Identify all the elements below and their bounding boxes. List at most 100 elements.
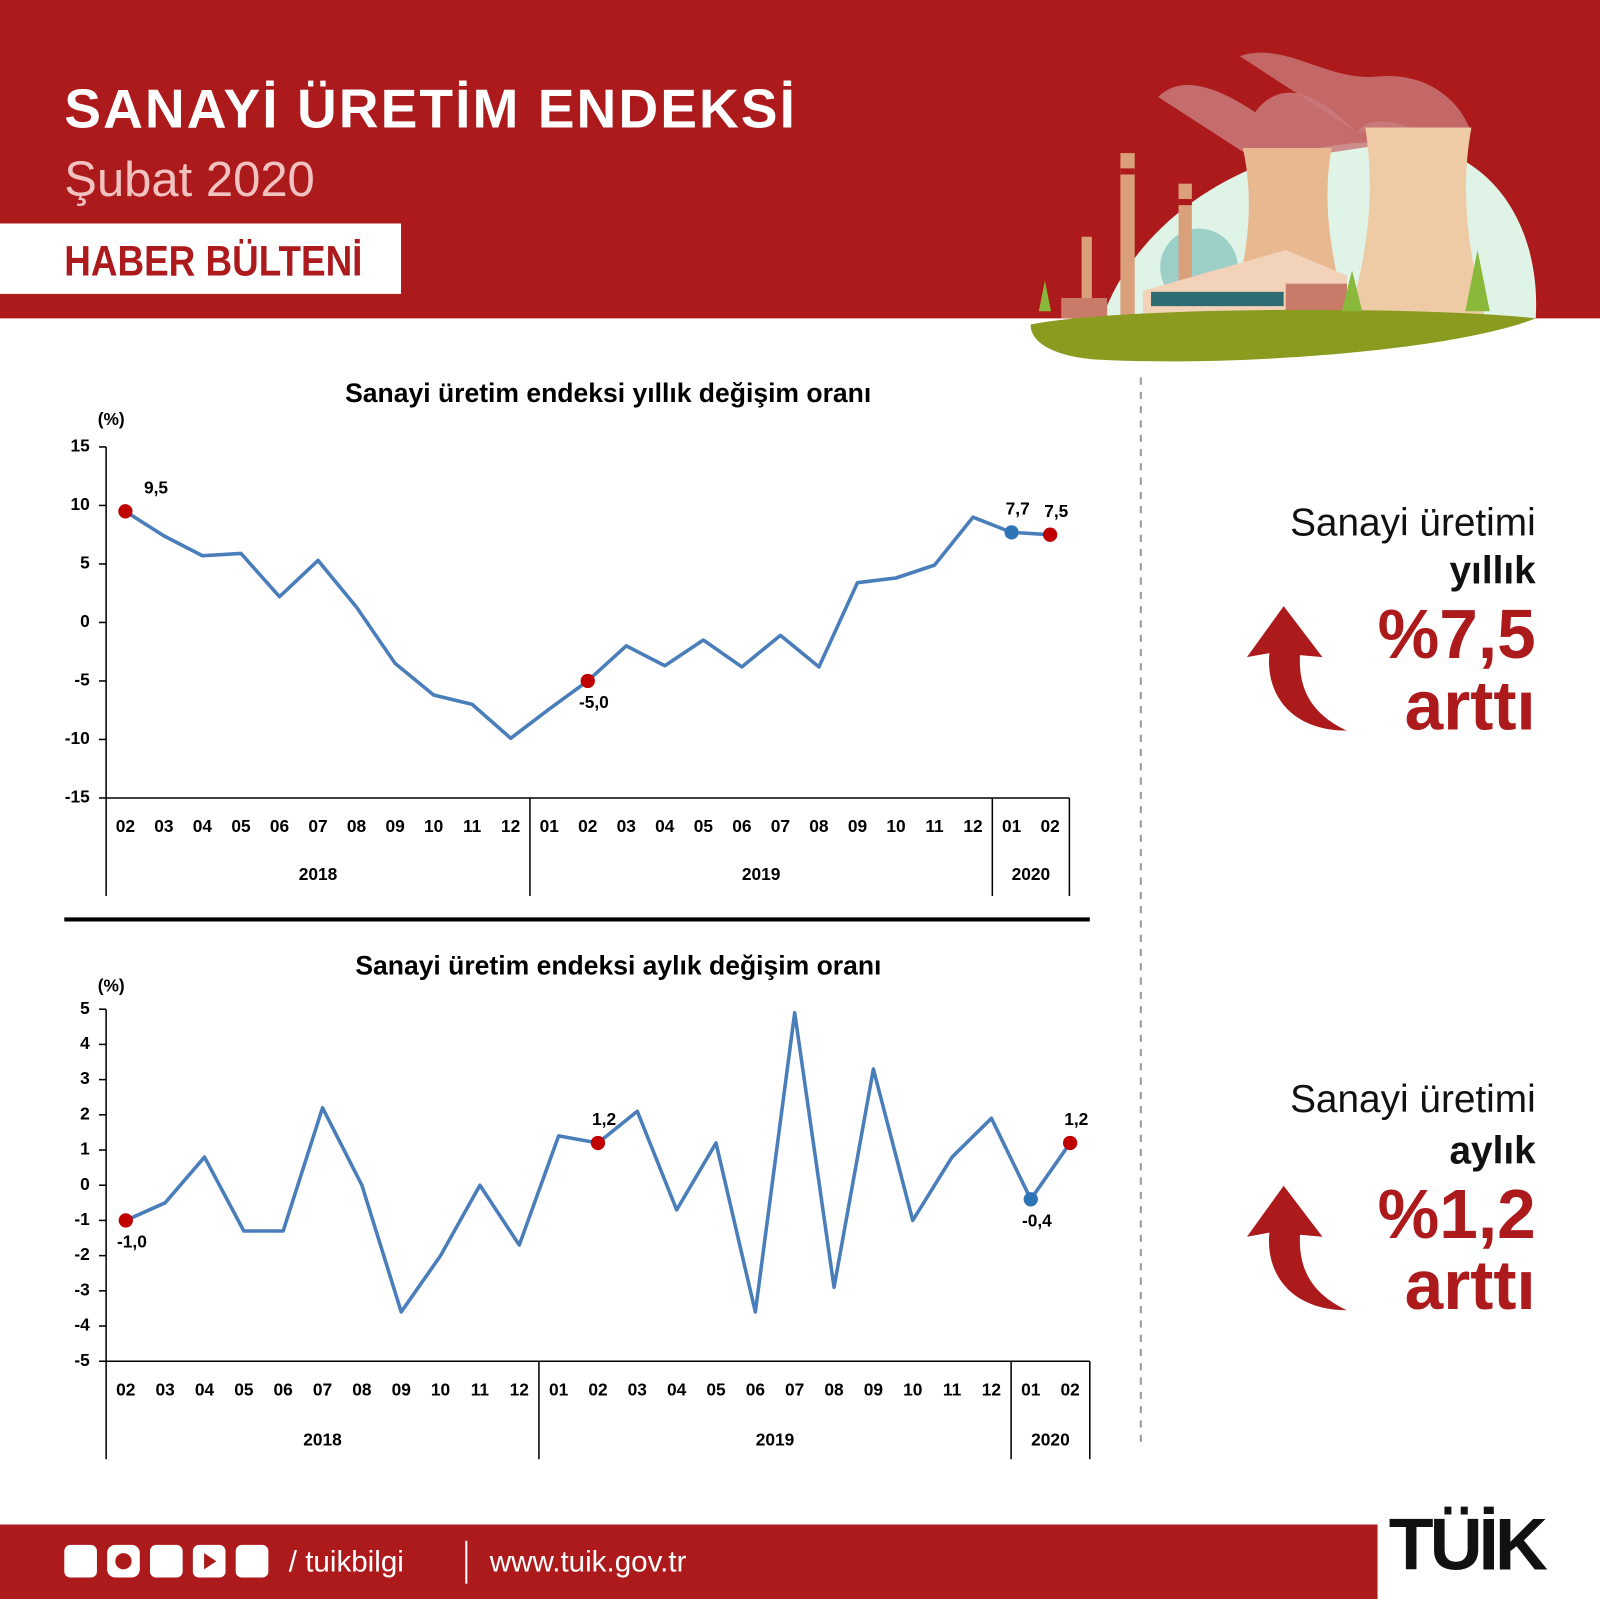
- x-tick-label: 05: [694, 816, 714, 836]
- y-tick-label: 3: [80, 1068, 90, 1088]
- x-tick-label: 08: [809, 816, 829, 836]
- data-point: [1062, 1135, 1078, 1151]
- x-tick-label: 09: [864, 1379, 883, 1399]
- data-label: 1,2: [1064, 1109, 1088, 1129]
- group-label: 2020: [1012, 864, 1051, 884]
- x-tick-label: 05: [706, 1379, 726, 1399]
- x-tick-label: 01: [1021, 1379, 1041, 1399]
- group-label: 2019: [756, 1429, 795, 1449]
- x-tick-label: 10: [424, 816, 443, 836]
- x-tick-label: 07: [308, 816, 327, 836]
- data-point: [118, 504, 133, 519]
- x-tick-label: 05: [234, 1379, 254, 1399]
- x-tick-label: 06: [274, 1379, 294, 1399]
- highlight-line1: Sanayi üretimi: [1290, 502, 1536, 545]
- y-tick-label: 10: [71, 494, 90, 514]
- y-tick-label: -2: [74, 1244, 89, 1264]
- x-tick-label: 04: [195, 1379, 215, 1399]
- highlight-line2: aylık: [1449, 1129, 1536, 1172]
- factory-illustration: [1030, 52, 1537, 362]
- x-tick-label: 04: [193, 816, 213, 836]
- x-tick-label: 08: [824, 1379, 844, 1399]
- highlight-value: %1,2: [1378, 1175, 1536, 1253]
- data-label: -0,4: [1022, 1210, 1052, 1230]
- page-title: SANAYİ ÜRETİM ENDEKSİ: [64, 78, 797, 140]
- data-point: [118, 1213, 133, 1228]
- data-label: -1,0: [117, 1231, 147, 1251]
- x-tick-label: 04: [655, 816, 675, 836]
- y-tick-label: -4: [74, 1315, 90, 1335]
- y-tick-label: 15: [71, 436, 91, 456]
- y-tick-label: -15: [65, 787, 90, 807]
- group-label: 2020: [1031, 1429, 1070, 1449]
- data-label: 7,5: [1044, 501, 1068, 521]
- x-tick-label: 12: [501, 816, 520, 836]
- y-tick-label: -5: [74, 670, 90, 690]
- y-tick-label: -10: [65, 728, 90, 748]
- footer-band: [0, 1524, 1378, 1599]
- x-tick-label: 03: [154, 816, 174, 836]
- data-point: [1042, 527, 1058, 542]
- x-tick-label: 02: [588, 1379, 607, 1399]
- chart-title: Sanayi üretim endeksi aylık değişim oran…: [355, 950, 881, 980]
- highlight-value: %7,5: [1378, 595, 1536, 673]
- data-label: 7,7: [1006, 498, 1030, 518]
- x-tick-label: 09: [848, 816, 867, 836]
- highlight-line1: Sanayi üretimi: [1290, 1078, 1536, 1121]
- y-axis-label: (%): [98, 409, 125, 429]
- footer-handle: / tuikbilgi: [289, 1545, 404, 1578]
- charts: Sanayi üretim endeksi yıllık değişim ora…: [65, 378, 1091, 1460]
- x-tick-label: 08: [347, 816, 367, 836]
- data-label: 9,5: [144, 477, 168, 497]
- up-arrow: [1246, 606, 1347, 731]
- x-tick-label: 04: [667, 1379, 687, 1399]
- group-label: 2018: [303, 1429, 342, 1449]
- data-point: [580, 673, 595, 689]
- x-tick-label: 11: [471, 1379, 490, 1399]
- data-point: [1004, 525, 1019, 540]
- data-line: [125, 1010, 1072, 1314]
- highlight-verb: arttı: [1405, 667, 1536, 745]
- x-tick-label: 07: [313, 1379, 332, 1399]
- y-tick-label: -5: [74, 1350, 90, 1370]
- y-tick-label: 2: [80, 1103, 90, 1123]
- data-label: 1,2: [592, 1109, 616, 1129]
- footer-url: www.tuik.gov.tr: [489, 1545, 687, 1578]
- x-tick-label: 12: [510, 1379, 529, 1399]
- icon-twitter: [150, 1544, 183, 1578]
- y-tick-label: 0: [80, 611, 90, 631]
- x-tick-label: 10: [431, 1379, 450, 1399]
- logo: TÜİK: [1389, 1502, 1548, 1585]
- x-tick-label: 01: [1002, 816, 1022, 836]
- x-tick-label: 09: [385, 816, 404, 836]
- y-tick-label: -1: [74, 1209, 90, 1229]
- y-tick-label: 4: [80, 1033, 90, 1053]
- badge: [0, 223, 402, 294]
- data-point: [1023, 1192, 1038, 1207]
- x-tick-label: 07: [771, 816, 790, 836]
- x-tick-label: 01: [549, 1379, 569, 1399]
- data-point: [590, 1135, 606, 1151]
- group-label: 2018: [299, 864, 338, 884]
- x-tick-label: 02: [116, 1379, 135, 1399]
- y-tick-label: 0: [80, 1174, 90, 1194]
- x-tick-label: 12: [982, 1379, 1001, 1399]
- data-label: -5,0: [579, 692, 609, 712]
- social-icons: [64, 1544, 269, 1578]
- x-tick-label: 05: [231, 816, 251, 836]
- x-tick-label: 06: [270, 816, 290, 836]
- group-label: 2019: [742, 864, 781, 884]
- y-tick-label: 5: [80, 998, 90, 1018]
- x-tick-label: 03: [156, 1379, 176, 1399]
- x-tick-label: 11: [925, 816, 944, 836]
- x-tick-label: 06: [732, 816, 752, 836]
- x-tick-label: 11: [463, 816, 482, 836]
- icon-facebook: [64, 1544, 97, 1578]
- highlight-monthly: Sanayi üretimi aylık %1,2 arttı: [1246, 1078, 1536, 1324]
- y-tick-label: 1: [80, 1139, 90, 1159]
- x-tick-label: 06: [746, 1379, 766, 1399]
- x-tick-label: 02: [1040, 816, 1059, 836]
- chart-title: Sanayi üretim endeksi yıllık değişim ora…: [345, 378, 871, 408]
- x-tick-label: 02: [578, 816, 597, 836]
